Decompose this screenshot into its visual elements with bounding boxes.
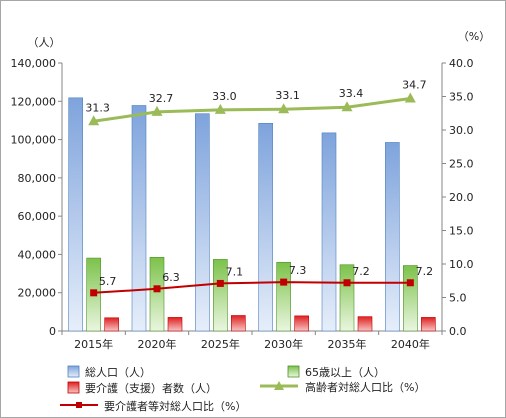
bar-care-count	[167, 317, 183, 332]
bar-65-plus	[213, 259, 228, 332]
bar-65-plus	[149, 256, 165, 332]
marker-care-ratio	[90, 289, 98, 297]
right-tick-label: 20.0	[449, 191, 474, 204]
right-tick-label: 0.0	[449, 325, 467, 338]
legend-item-elderly-ratio: 高齢者対総人口比（%）	[260, 380, 425, 394]
legend-swatch-total-population	[67, 365, 80, 378]
left-tick-label: 120,000	[11, 95, 57, 108]
left-tick-label: 40,000	[18, 248, 57, 261]
marker-care-ratio	[406, 279, 414, 287]
legend-label-care-ratio: 要介護者等対総人口比（%）	[104, 399, 246, 413]
marker-elderly-ratio	[88, 115, 100, 126]
data-label-care-ratio: 7.2	[352, 265, 370, 278]
right-tick-label: 5.0	[449, 292, 467, 305]
marker-elderly-ratio	[278, 103, 290, 114]
data-label-elderly-ratio: 33.1	[275, 89, 300, 102]
right-tick-label: 30.0	[449, 124, 474, 137]
data-label-care-ratio: 7.2	[416, 265, 434, 278]
bar-total-population	[195, 113, 210, 332]
right-tick-label: 35.0	[449, 91, 474, 104]
data-label-elderly-ratio: 34.7	[402, 79, 427, 92]
left-tick-label: 80,000	[18, 172, 57, 185]
legend-swatch-care-count	[67, 381, 80, 394]
data-label-care-ratio: 7.3	[289, 264, 307, 277]
marker-elderly-ratio	[151, 105, 163, 116]
x-tick-label: 2020年	[138, 337, 177, 351]
legend-item-65-plus: 65歳以上（人）	[287, 365, 385, 379]
legend-label-care-count: 要介護（支援）者数（人）	[85, 381, 217, 395]
x-tick-label: 2040年	[391, 337, 430, 351]
marker-care-ratio	[280, 278, 288, 286]
x-tick-label: 2035年	[328, 337, 367, 351]
bar-total-population	[385, 142, 400, 332]
left-tick-label: 140,000	[11, 57, 57, 70]
legend-item-total-population: 総人口（人）	[67, 365, 151, 379]
right-tick-label: 25.0	[449, 158, 474, 171]
line-care-ratio	[93, 281, 411, 294]
right-tick-label: 10.0	[449, 258, 474, 271]
marker-elderly-ratio	[341, 101, 353, 112]
legend-item-care-count: 要介護（支援）者数（人）	[67, 381, 217, 395]
marker-care-ratio	[153, 285, 161, 293]
legend-swatch-65-plus	[287, 365, 300, 378]
bar-total-population	[131, 105, 147, 332]
data-label-elderly-ratio: 33.4	[339, 87, 364, 100]
left-tick-label: 0	[49, 325, 56, 338]
x-tick-label: 2015年	[74, 337, 113, 351]
right-tick-label: 40.0	[449, 57, 474, 70]
legend-label-65-plus: 65歳以上（人）	[305, 366, 385, 379]
bar-care-count	[104, 317, 119, 332]
legend-marker-care-ratio	[76, 402, 82, 408]
x-tick-label: 2030年	[264, 337, 303, 351]
bar-care-count	[421, 317, 436, 332]
right-tick-label: 15.0	[449, 225, 474, 238]
marker-elderly-ratio	[214, 103, 226, 114]
data-label-care-ratio: 6.3	[162, 271, 180, 284]
marker-elderly-ratio	[404, 92, 416, 103]
legend-label-elderly-ratio: 高齢者対総人口比（%）	[305, 380, 425, 394]
data-label-elderly-ratio: 32.7	[149, 92, 174, 105]
marker-care-ratio	[343, 279, 351, 287]
data-label-care-ratio: 5.7	[99, 275, 117, 288]
left-tick-label: 60,000	[18, 210, 57, 223]
left-tick-label: 20,000	[18, 287, 57, 300]
bar-care-count	[294, 315, 309, 332]
right-axis-unit: （%）	[458, 30, 490, 43]
x-tick-label: 2025年	[201, 337, 240, 351]
marker-care-ratio	[216, 279, 224, 287]
bar-care-count	[231, 315, 246, 332]
legend-item-care-ratio: 要介護者等対総人口比（%）	[60, 399, 246, 413]
bar-total-population	[321, 132, 337, 332]
data-label-elderly-ratio: 33.0	[212, 90, 237, 103]
legend-label-total-population: 総人口（人）	[85, 365, 151, 379]
bar-total-population	[68, 97, 83, 332]
line-elderly-ratio	[93, 97, 411, 123]
legend-marker-elderly-ratio	[274, 381, 284, 390]
bar-care-count	[357, 316, 373, 332]
left-tick-label: 100,000	[11, 134, 57, 147]
left-axis-unit: （人）	[28, 36, 61, 49]
legend: 総人口（人） 65歳以上（人） 要介護（支援）者数（人） 高齢者対総人口比（%）…	[60, 365, 425, 413]
data-label-elderly-ratio: 31.3	[85, 101, 110, 114]
data-label-care-ratio: 7.1	[226, 265, 244, 278]
bar-total-population	[258, 123, 273, 332]
